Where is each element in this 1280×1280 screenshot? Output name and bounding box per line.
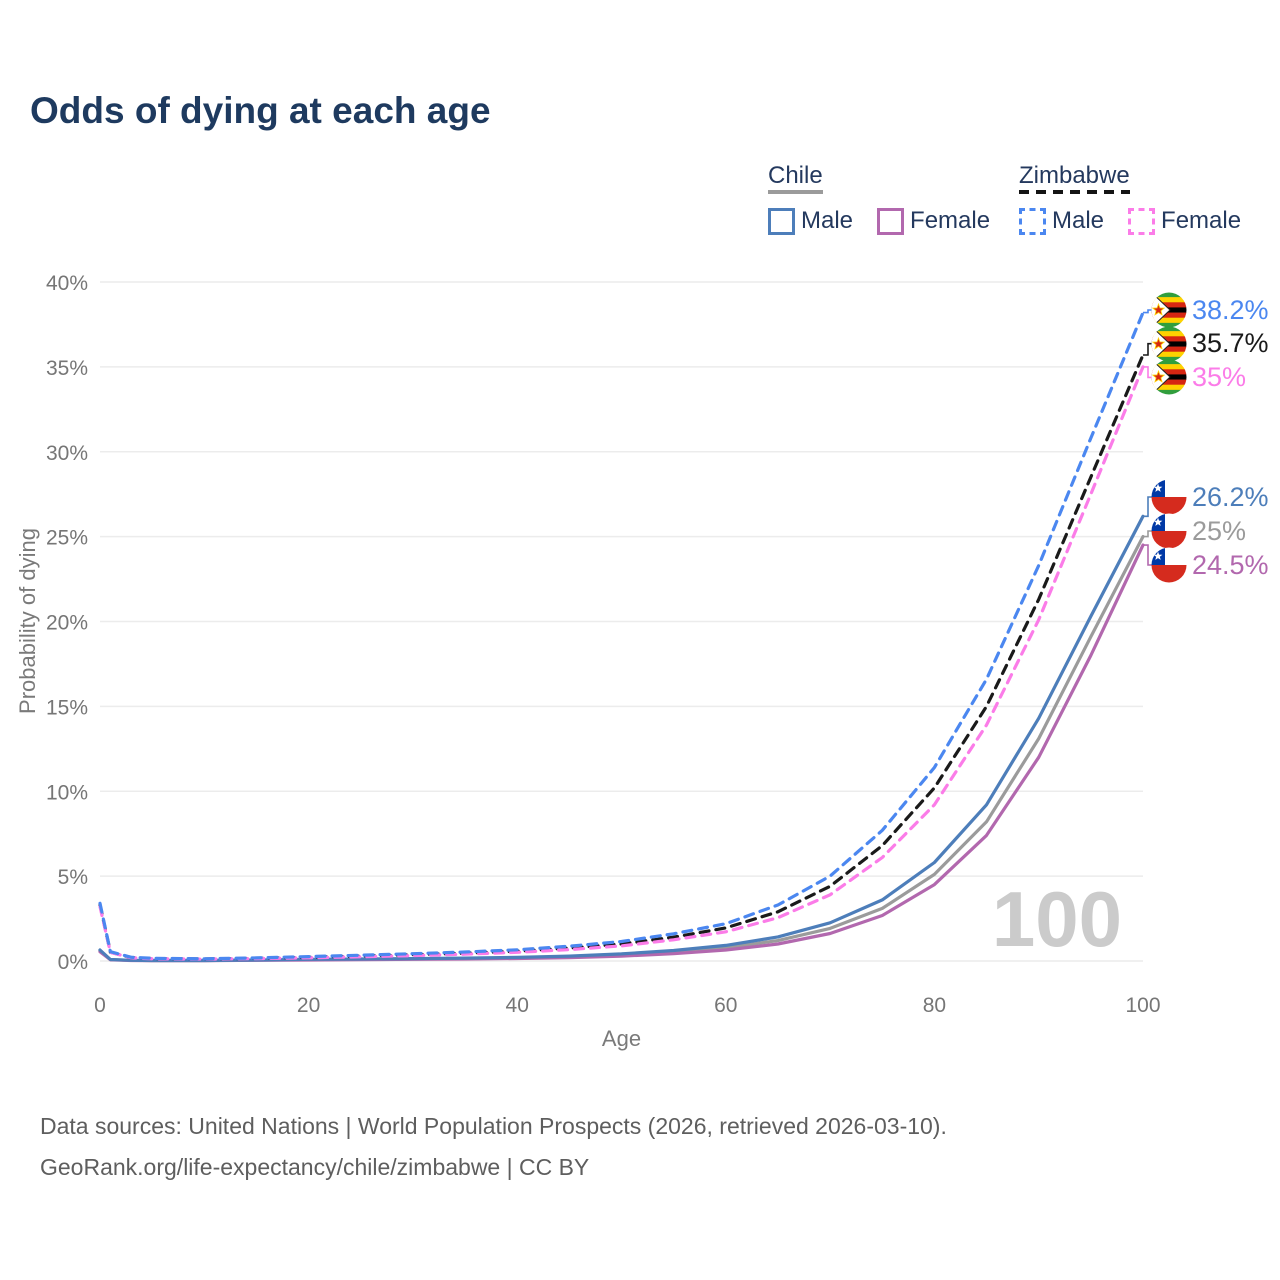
y-tick-label: 35%	[46, 357, 88, 380]
attribution-text: GeoRank.org/life-expectancy/chile/zimbab…	[40, 1154, 590, 1180]
end-label-value: 35.7%	[1192, 328, 1269, 359]
y-tick-label: 15%	[46, 696, 88, 719]
legend-country-chile: Chile	[768, 162, 823, 207]
zimbabwe-flag-icon	[1151, 359, 1187, 395]
end-label-connector	[1143, 342, 1153, 356]
legend-country-zimbabwe-label: Zimbabwe	[1019, 162, 1130, 189]
chile-female-swatch-icon	[877, 207, 905, 235]
series-line-chile-both-sexes	[98, 534, 1145, 963]
legend-country-zimbabwe: Zimbabwe	[1019, 162, 1130, 207]
legend-chile-female-label: Female	[910, 207, 991, 234]
end-label-value: 38.2%	[1192, 294, 1269, 325]
page-title: Odds of dying at each age	[30, 90, 491, 131]
zimbabwe-flag-icon	[1151, 326, 1187, 362]
y-axis-title: Probability of dying	[15, 528, 40, 714]
end-label-value: 35%	[1192, 361, 1247, 392]
end-label-zimbabwe-both-sexes: 35.7%	[1151, 326, 1269, 362]
data-sources-text: Data sources: United Nations | World Pop…	[40, 1113, 947, 1139]
end-label-connector	[1143, 530, 1153, 538]
y-tick-label: 0%	[58, 951, 88, 974]
y-tick-label: 5%	[58, 866, 88, 889]
end-label-zimbabwe-male: 38.2%	[1151, 292, 1269, 328]
age-watermark: 100	[992, 875, 1122, 963]
y-tick-label: 30%	[46, 442, 88, 465]
end-label-connector	[1143, 366, 1153, 379]
legend-zimbabwe-female-label: Female	[1161, 207, 1242, 234]
end-label-chile-both-sexes: 25%	[1151, 513, 1246, 549]
series-line-zimbabwe-male	[98, 311, 1145, 961]
series-line-chile-male	[98, 514, 1145, 963]
legend-chile-male-label: Male	[801, 207, 854, 234]
y-tick-label: 20%	[46, 612, 88, 635]
chile-flag-icon	[1151, 513, 1187, 549]
end-label-zimbabwe-female: 35%	[1151, 359, 1246, 395]
x-axis-title: Age	[601, 1026, 642, 1051]
legend-zimbabwe-male-label: Male	[1052, 207, 1105, 234]
x-tick-label: 60	[714, 994, 737, 1017]
y-tick-label: 40%	[46, 272, 88, 295]
x-tick-label: 40	[506, 994, 529, 1017]
zimbabwe-female-swatch-icon	[1128, 207, 1156, 235]
y-tick-label: 10%	[46, 781, 88, 804]
chile-flag-icon	[1151, 547, 1187, 583]
legend-item-zimbabwe-female[interactable]: Female	[1128, 207, 1241, 235]
legend-group-zimbabwe: Zimbabwe Male Female	[1019, 162, 1259, 235]
zimbabwe-flag-icon	[1151, 292, 1187, 328]
legend-zimbabwe-items: Male Female	[1019, 207, 1259, 235]
series-line-zimbabwe-female	[98, 365, 1145, 961]
x-tick-label: 100	[1125, 994, 1160, 1017]
end-label-connector	[1143, 309, 1153, 314]
footer: Data sources: United Nations | World Pop…	[40, 1106, 947, 1188]
end-label-connector	[1143, 496, 1153, 518]
legend-item-zimbabwe-male[interactable]: Male	[1019, 207, 1104, 235]
x-tick-label: 20	[297, 994, 320, 1017]
end-label-value: 25%	[1192, 515, 1247, 546]
y-tick-label: 25%	[46, 527, 88, 550]
x-tick-label: 0	[94, 994, 106, 1017]
zimbabwe-male-swatch-icon	[1019, 207, 1046, 235]
series-line-chile-female	[98, 543, 1145, 963]
legend-group-chile: Chile Male Female	[768, 162, 1008, 235]
legend-chile-items: Male Female	[768, 207, 1008, 235]
end-label-value: 24.5%	[1192, 549, 1269, 580]
end-label-chile-male: 26.2%	[1151, 479, 1269, 515]
end-label-connector	[1143, 544, 1153, 566]
legend-item-chile-female[interactable]: Female	[877, 207, 990, 235]
chile-male-swatch-icon	[768, 207, 795, 235]
legend-item-chile-male[interactable]: Male	[768, 207, 853, 235]
legend-zimbabwe-line-sample	[1019, 190, 1130, 194]
end-label-value: 26.2%	[1192, 481, 1269, 512]
chile-flag-icon	[1151, 479, 1187, 515]
x-tick-label: 80	[923, 994, 946, 1017]
legend-chile-line-sample	[768, 190, 823, 194]
series-line-zimbabwe-both-sexes	[98, 353, 1145, 961]
legend-country-chile-label: Chile	[768, 162, 823, 189]
end-label-chile-female: 24.5%	[1151, 547, 1269, 583]
